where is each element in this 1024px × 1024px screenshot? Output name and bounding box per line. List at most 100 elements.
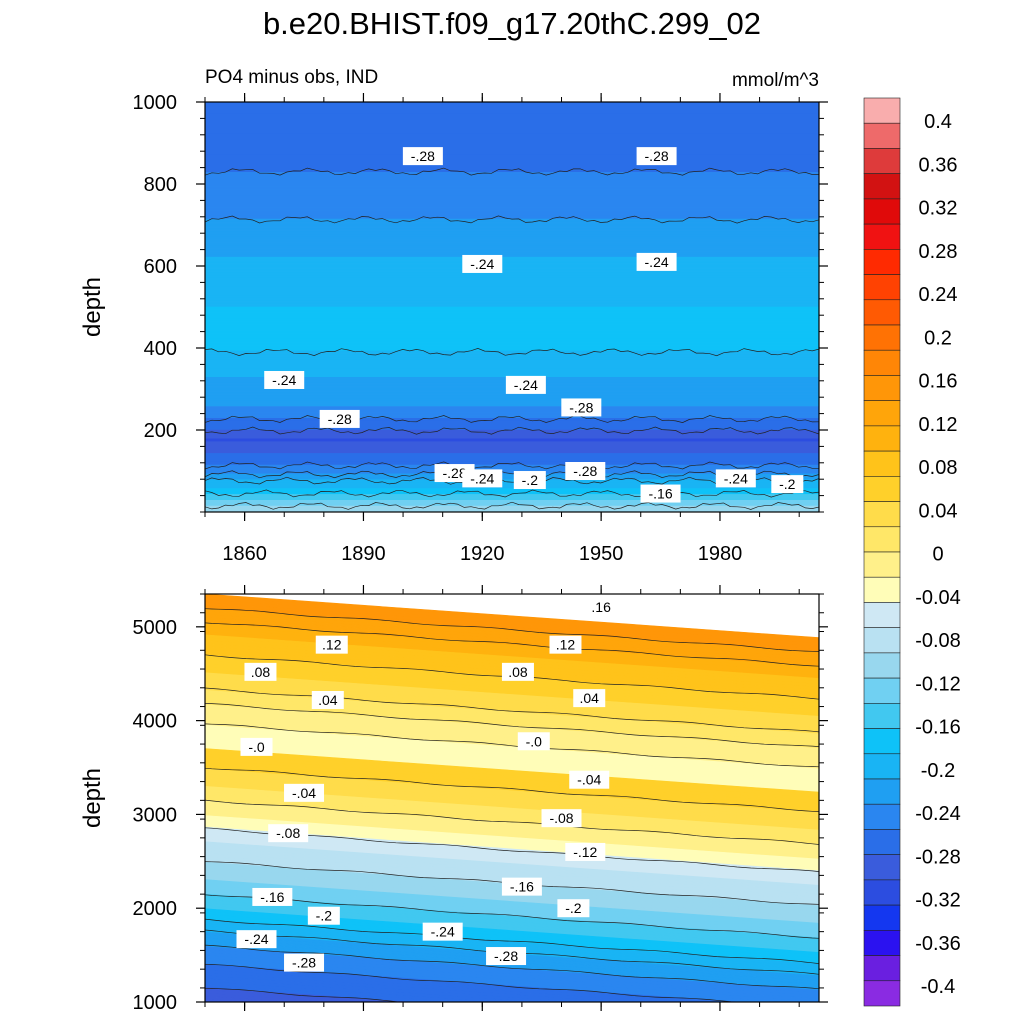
top-field-strip <box>205 362 819 366</box>
bottom-contour-label: -.28 <box>486 947 527 966</box>
bottom-contour-label: .08 <box>244 662 277 681</box>
top-contour-label: -.24 <box>715 469 756 488</box>
bottom-field-strip <box>205 707 819 755</box>
contour-label-text: -.16 <box>510 879 534 895</box>
top-y-axis-label: depth <box>79 277 106 337</box>
bottom-field-strip <box>205 698 819 746</box>
top-field-strip <box>205 309 819 314</box>
top-field-strip <box>205 210 819 214</box>
contour-label-box <box>549 635 582 654</box>
colorbar-label: -0.24 <box>915 803 961 825</box>
bottom-field-strip <box>205 908 819 956</box>
bottom-field-strip <box>205 911 819 959</box>
bottom-field-strip <box>205 853 819 901</box>
contour-label-box <box>565 462 606 480</box>
bottom-field-strip <box>205 902 819 950</box>
bottom-field-strip <box>205 952 819 1000</box>
colorbar-label: 0 <box>932 544 943 566</box>
colorbar-swatch <box>863 904 901 931</box>
colorbar-label: 0.4 <box>924 111 952 133</box>
contour-label-box <box>636 252 677 271</box>
bottom-field-strip <box>205 806 819 854</box>
contour-label-text: -.28 <box>328 411 352 427</box>
colorbar-swatch <box>863 223 901 250</box>
contour-label-box <box>715 469 756 488</box>
bottom-field-strip <box>205 611 819 659</box>
contour-label-box <box>486 947 527 966</box>
colorbar-swatch <box>863 955 901 982</box>
top-field-strip <box>205 488 819 492</box>
top-x-tick-label: 1950 <box>579 543 624 565</box>
top-field-strip <box>205 330 819 334</box>
top-field-strip <box>205 394 819 399</box>
contour-label-box <box>268 824 309 843</box>
top-field-strip <box>205 444 819 448</box>
top-x-tick-label: 1890 <box>341 543 386 565</box>
bottom-contour-labels: -.28 -.24 -.2 -.16 -.24 -.28 -.2 -.16 -.12 -.08 -.… <box>236 598 618 972</box>
top-field-strip <box>205 447 819 451</box>
bottom-contour-label: -.08 <box>541 809 582 828</box>
top-field-strip <box>205 499 819 504</box>
contour-label-text: -.28 <box>645 148 669 164</box>
top-field-strip <box>205 119 819 123</box>
top-field-strip <box>205 207 819 211</box>
bottom-field-strip <box>205 762 819 810</box>
top-contour-line <box>205 167 819 176</box>
top-field-strip <box>205 359 819 363</box>
contour-label-text: -.28 <box>569 399 593 415</box>
bottom-field-strip <box>205 716 819 764</box>
bottom-field-strip <box>205 657 819 705</box>
top-field-strip <box>205 289 819 293</box>
top-field-strip <box>205 230 819 235</box>
bottom-field-strip <box>205 879 819 927</box>
bottom-field-strip <box>205 992 332 1002</box>
top-field-strip <box>205 353 819 358</box>
top-field-strip <box>205 125 819 129</box>
colorbar-swatches <box>863 97 901 1007</box>
top-field-strip <box>205 297 819 302</box>
bottom-field-strip <box>205 614 819 662</box>
bottom-field-strip <box>205 785 819 834</box>
colorbar-label: 0.04 <box>919 500 958 522</box>
bottom-field-strip <box>205 599 819 647</box>
colorbar-swatch <box>863 425 901 452</box>
bottom-contour-label: .08 <box>501 662 534 681</box>
top-field-strip <box>205 277 819 281</box>
contour-label-box <box>585 598 618 617</box>
bottom-contour-line <box>205 799 819 845</box>
colorbar-swatch <box>863 677 901 704</box>
top-field <box>205 102 819 512</box>
colorbar-label: -0.32 <box>915 890 961 912</box>
bottom-field-strip <box>205 820 819 869</box>
contour-label-box <box>541 809 582 828</box>
bottom-field-strip <box>205 625 819 673</box>
colorbar-swatch <box>863 551 901 578</box>
top-field-strip <box>205 283 819 287</box>
top-contour-label: -.28 <box>319 409 360 428</box>
top-field-strip <box>205 177 819 182</box>
top-field-strip <box>205 116 819 120</box>
top-field-strip <box>205 198 819 202</box>
bottom-axes: 1000 2000 3000 4000 5000 <box>133 585 828 1014</box>
contour-label-box <box>244 662 277 681</box>
top-field-strip <box>205 180 819 185</box>
colorbar-swatch <box>863 728 901 755</box>
bottom-contour-label: -.0 <box>517 732 550 751</box>
contour-label-text: -.0 <box>248 739 265 755</box>
bottom-contour-line <box>205 944 819 990</box>
bottom-contour-label: .04 <box>311 690 344 709</box>
bottom-contour-label: -.12 <box>565 842 606 861</box>
bottom-field-strip <box>205 978 538 1002</box>
bottom-field-strip <box>205 663 819 711</box>
bottom-field-strip <box>205 669 819 717</box>
bottom-field-strip <box>205 850 819 898</box>
top-field-strip <box>205 245 819 249</box>
top-field-strip <box>205 201 819 205</box>
bottom-field-strip <box>205 608 819 656</box>
bottom-field-strip <box>205 955 819 1002</box>
colorbar-label: -0.16 <box>915 717 961 739</box>
bottom-field-strip <box>205 984 456 1002</box>
bottom-field-strip <box>205 774 819 822</box>
bottom-field-strip <box>205 718 819 767</box>
colorbar-label: -0.04 <box>915 587 961 609</box>
